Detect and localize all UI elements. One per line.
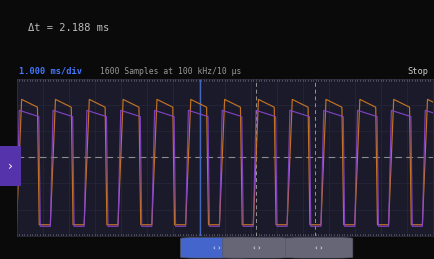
Text: Δt = 2.188 ms: Δt = 2.188 ms	[28, 23, 109, 33]
FancyBboxPatch shape	[222, 238, 289, 258]
Text: Stop: Stop	[407, 67, 427, 76]
FancyBboxPatch shape	[285, 238, 352, 258]
Text: ›: ›	[8, 160, 13, 173]
FancyBboxPatch shape	[180, 238, 252, 258]
Text: 1.000 ms/div: 1.000 ms/div	[19, 67, 82, 76]
FancyBboxPatch shape	[0, 143, 22, 189]
Text: 1600 Samples at 100 kHz/10 μs: 1600 Samples at 100 kHz/10 μs	[99, 67, 240, 76]
Text: ‹ ›: ‹ ›	[252, 245, 260, 251]
Text: ‹ ›: ‹ ›	[315, 245, 322, 251]
Text: ‹ ›: ‹ ›	[212, 245, 220, 251]
